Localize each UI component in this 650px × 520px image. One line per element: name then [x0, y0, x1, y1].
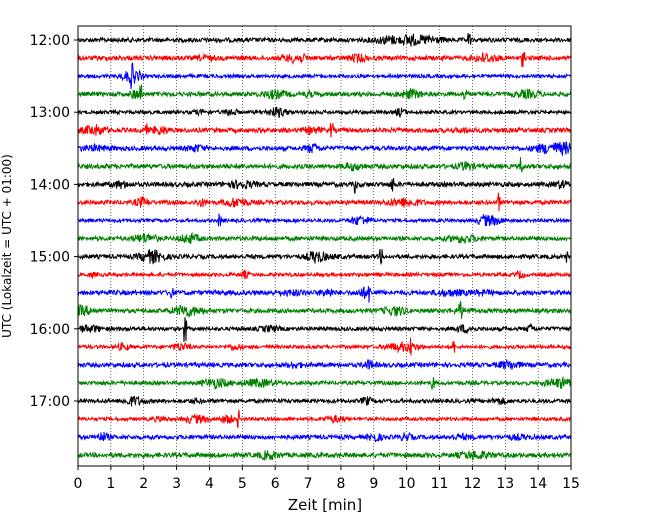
trace-12:00 [77, 33, 572, 47]
x-tick-label: 1 [106, 476, 115, 492]
trace-14:45 [77, 231, 572, 245]
x-tick-label: 14 [529, 476, 547, 492]
trace-17:15 [77, 409, 572, 428]
trace-15:00 [77, 248, 572, 266]
x-tick-label: 10 [398, 476, 416, 492]
plot-area-frame [77, 25, 572, 467]
y-tick-label: 12:00 [30, 33, 70, 49]
trace-16:45 [77, 376, 572, 390]
x-tick-label: 12 [463, 476, 481, 492]
x-tick-label: 7 [304, 476, 313, 492]
y-tick-label: 17:00 [30, 394, 70, 410]
trace-13:15 [77, 122, 572, 138]
trace-12:15 [77, 51, 572, 68]
trace-12:30 [77, 62, 572, 90]
x-tick-label: 15 [562, 476, 580, 492]
x-tick-label: 13 [496, 476, 514, 492]
trace-13:45 [77, 156, 572, 173]
trace-14:15 [77, 192, 572, 212]
trace-16:00 [77, 317, 572, 342]
trace-14:00 [77, 177, 572, 194]
trace-14:30 [77, 213, 572, 227]
y-tick-label: 16:00 [30, 322, 70, 338]
x-tick-label: 9 [369, 476, 378, 492]
trace-16:30 [77, 358, 572, 371]
trace-17:30 [77, 431, 572, 443]
y-tick-label: 14:00 [30, 177, 70, 193]
trace-15:45 [77, 300, 572, 319]
trace-13:00 [77, 106, 572, 119]
grid-layer [110, 26, 539, 466]
trace-17:00 [77, 395, 572, 407]
x-tick-label: 11 [431, 476, 449, 492]
x-axis-label: Zeit [min] [288, 496, 362, 514]
trace-15:15 [77, 269, 572, 280]
x-tick-label: 2 [139, 476, 148, 492]
trace-13:30 [77, 141, 572, 157]
y-axis-label: UTC (Lokalzeit = UTC + 01:00) [0, 154, 14, 338]
x-axis: 0 1 2 3 4 5 6 7 8 9 10 11 12 13 14 15 [74, 466, 580, 492]
x-tick-label: 0 [74, 476, 83, 492]
trace-layer [77, 33, 572, 462]
trace-15:30 [77, 286, 572, 303]
x-tick-label: 4 [205, 476, 214, 492]
trace-12:45 [77, 84, 572, 101]
y-tick-label: 13:00 [30, 105, 70, 121]
x-tick-label: 5 [238, 476, 247, 492]
x-tick-label: 3 [172, 476, 181, 492]
y-tick-label: 15:00 [30, 250, 70, 266]
trace-16:15 [77, 337, 572, 356]
x-tick-label: 8 [336, 476, 345, 492]
y-axis: 12:00 13:00 14:00 15:00 16:00 17:00 [30, 33, 78, 410]
trace-17:45 [77, 449, 572, 462]
x-tick-label: 6 [271, 476, 280, 492]
